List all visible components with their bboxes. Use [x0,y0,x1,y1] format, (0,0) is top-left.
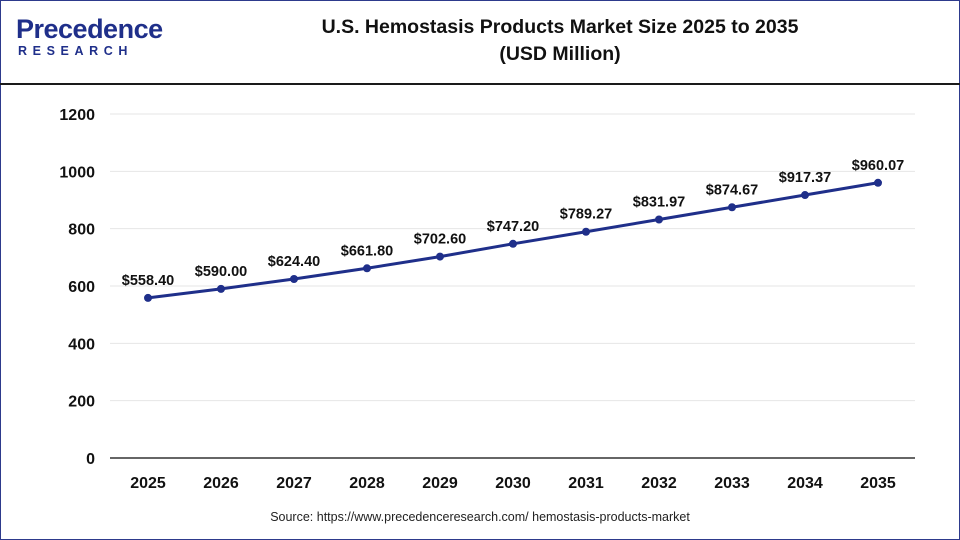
data-label: $624.40 [268,254,320,270]
y-tick-label: 1200 [59,107,95,124]
data-point [582,227,590,236]
data-point [363,264,371,273]
data-label: $747.20 [487,219,539,235]
series-group [144,178,882,302]
y-tick-label: 800 [68,222,95,239]
data-point [509,239,517,248]
logo-tagline: RESEARCH [18,44,133,58]
data-labels: $558.40 $590.00 $624.40 $661.80 $702.60 $747.… [122,158,904,289]
chart-title: U.S. Hemostasis Products Market Size 202… [250,14,870,68]
x-tick-label: 2025 [130,475,166,492]
y-axis-ticks: 0 200 400 600 800 1000 1200 [59,107,95,468]
header: Precedence RESEARCH U.S. Hemostasis Prod… [0,0,960,84]
x-tick-label: 2034 [787,475,823,492]
x-tick-label: 2030 [495,475,531,492]
x-tick-label: 2033 [714,475,750,492]
chart-title-line-2: (USD Million) [499,43,621,65]
x-tick-label: 2026 [203,475,239,492]
x-tick-label: 2032 [641,475,677,492]
data-point [728,203,736,212]
x-tick-label: 2031 [568,475,604,492]
data-point [436,252,444,261]
header-divider [0,83,960,85]
data-point [144,293,152,302]
data-label: $702.60 [414,232,466,248]
x-tick-label: 2028 [349,475,385,492]
data-label: $789.27 [560,207,612,223]
chart-title-line-1: U.S. Hemostasis Products Market Size 202… [321,16,799,38]
source-note: Source: https://www.precedenceresearch.c… [270,510,690,524]
data-label: $874.67 [706,182,758,198]
x-tick-label: 2029 [422,475,458,492]
data-label: $917.37 [779,170,831,186]
data-label: $558.40 [122,273,174,289]
logo-wordmark: Precedence [16,14,163,44]
y-tick-label: 200 [68,394,95,411]
data-label: $960.07 [852,158,904,174]
data-point [655,215,663,224]
y-tick-label: 400 [68,336,95,353]
x-tick-label: 2035 [860,475,896,492]
data-label: $661.80 [341,243,393,259]
y-tick-label: 0 [86,451,95,468]
x-tick-label: 2027 [276,475,312,492]
data-point [874,178,882,187]
gridlines [110,113,915,402]
precedence-research-logo: Precedence RESEARCH [16,14,166,64]
data-point [290,275,298,284]
data-label: $831.97 [633,195,685,211]
x-axis-ticks: 2025 2026 2027 2028 2029 2030 2031 2032 2033 2034… [130,475,896,492]
data-point [801,191,809,200]
data-point [217,284,225,293]
data-label: $590.00 [195,264,247,280]
y-tick-label: 1000 [59,164,95,181]
y-tick-label: 600 [68,279,95,296]
